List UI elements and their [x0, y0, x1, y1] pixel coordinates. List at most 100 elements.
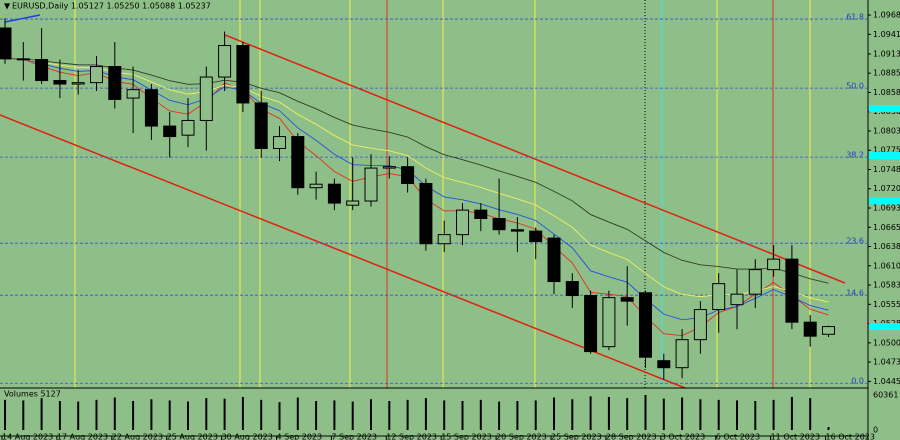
- x-tick-label: 16 Oct 2023: [826, 433, 875, 440]
- candle-body: [602, 297, 616, 348]
- candle-body: [401, 166, 415, 184]
- candle-body: [291, 136, 305, 189]
- candle-body: [16, 58, 30, 61]
- x-tick-label: 4 Sep 2023: [277, 433, 323, 440]
- x-tick-label: 11 Oct 2023: [771, 433, 820, 440]
- x-tick-label: 20 Sep 2023: [496, 433, 547, 440]
- y-tick-label: 1.04730: [873, 358, 900, 367]
- candle-body: [419, 182, 433, 245]
- candle-body: [456, 209, 469, 236]
- x-tick-label: 6 Oct 2023: [716, 433, 760, 440]
- candle-body: [0, 27, 12, 60]
- candle-body: [437, 234, 451, 245]
- moving-average: [4, 58, 829, 321]
- header-arrow: ▼: [4, 2, 11, 11]
- candle-body: [309, 183, 323, 189]
- y-tick-label: 1.07480: [873, 165, 900, 174]
- y-tick-label: 1.05555: [873, 300, 900, 309]
- candle-body: [199, 76, 213, 121]
- candle-body: [474, 209, 488, 220]
- y-tick-label: 1.06380: [873, 242, 900, 251]
- candle-body: [620, 297, 634, 302]
- candle-body: [803, 321, 817, 337]
- candle-body: [53, 80, 67, 85]
- candle-body: [693, 309, 707, 341]
- candle-body: [657, 360, 671, 369]
- y-tick-label: 1.06930: [873, 204, 900, 213]
- candle-body: [767, 258, 781, 271]
- volume-tick-label: 60361: [873, 391, 898, 400]
- candle-body: [675, 339, 689, 369]
- moving-average: [4, 58, 829, 337]
- candle-body: [565, 281, 579, 297]
- candle-body: [712, 283, 726, 311]
- x-tick-label: 17 Aug 2023: [57, 433, 108, 440]
- candle-body: [785, 258, 799, 323]
- candle-body: [108, 66, 122, 100]
- fib-label: 50.0: [846, 82, 864, 91]
- y-tick-label: 1.05830: [873, 281, 900, 290]
- candle-body: [90, 66, 103, 84]
- x-tick-label: 25 Aug 2023: [167, 433, 218, 440]
- y-tick-label: 1.08580: [873, 88, 900, 97]
- x-tick-label: 12 Sep 2023: [386, 433, 437, 440]
- y-tick-label: 1.0941: [873, 30, 900, 39]
- y-tick-label: 1.06655: [873, 223, 900, 232]
- candle-body: [639, 292, 652, 358]
- candle-body: [822, 326, 835, 335]
- y-tick-label: 1.08030: [873, 126, 900, 135]
- candle-body: [382, 166, 396, 169]
- candle-body: [144, 89, 158, 127]
- x-tick-label: 25 Sep 2023: [551, 433, 602, 440]
- fib-label: 0.0: [851, 377, 864, 386]
- moving-average: [4, 58, 829, 303]
- x-tick-label: 14 Aug 2023: [2, 433, 53, 440]
- candle-body: [254, 102, 268, 149]
- candle-body: [126, 89, 140, 99]
- fib-label: 14.6: [846, 289, 864, 298]
- candle-body: [181, 119, 195, 136]
- candle-body: [71, 82, 85, 85]
- candle-body: [236, 45, 250, 104]
- y-tick-label: 1.07205: [873, 184, 900, 193]
- candle-body: [510, 229, 524, 232]
- y-tick-label: 1.09685: [873, 11, 900, 20]
- price-highlight: [869, 197, 900, 205]
- fib-label: 61.8: [846, 13, 864, 22]
- fib-label: 38.2: [846, 151, 864, 160]
- x-tick-label: 7 Sep 2023: [331, 433, 377, 440]
- volume-tick-label: 0: [873, 426, 878, 435]
- x-tick-label: 3 Oct 2023: [661, 433, 705, 440]
- header: EURUSD,Daily 1.05127 1.05250 1.05088 1.0…: [12, 2, 211, 11]
- trend-line: [4, 14, 41, 23]
- price-highlight: [869, 323, 900, 331]
- y-tick-label: 1.07755: [873, 146, 900, 155]
- candle-body: [730, 293, 744, 306]
- price-highlight: [869, 151, 900, 159]
- candle-body: [492, 218, 506, 231]
- x-tick-label: 28 Sep 2023: [606, 433, 657, 440]
- candle-body: [273, 136, 286, 149]
- volume-title: Volumes 5127: [4, 390, 61, 399]
- candle-body: [218, 45, 232, 78]
- price-panel: [0, 0, 868, 388]
- channel-lower: [0, 114, 686, 389]
- candle-body: [748, 269, 762, 295]
- candle-body: [584, 295, 598, 353]
- candle-body: [346, 200, 360, 206]
- price-highlight: [869, 105, 900, 113]
- moving-average: [4, 58, 829, 284]
- candle-body: [364, 167, 378, 202]
- x-tick-label: 15 Sep 2023: [441, 433, 492, 440]
- candle-body: [163, 125, 177, 138]
- candle-body: [529, 230, 543, 243]
- x-tick-label: 30 Aug 2023: [222, 433, 273, 440]
- y-tick-label: 1.06105: [873, 261, 900, 270]
- y-tick-label: 1.09130: [873, 49, 900, 58]
- candle-body: [35, 59, 49, 82]
- y-tick-label: 1.04455: [873, 377, 900, 386]
- channel-upper: [224, 34, 846, 284]
- x-tick-label: 22 Aug 2023: [112, 433, 163, 440]
- candle-body: [327, 183, 341, 204]
